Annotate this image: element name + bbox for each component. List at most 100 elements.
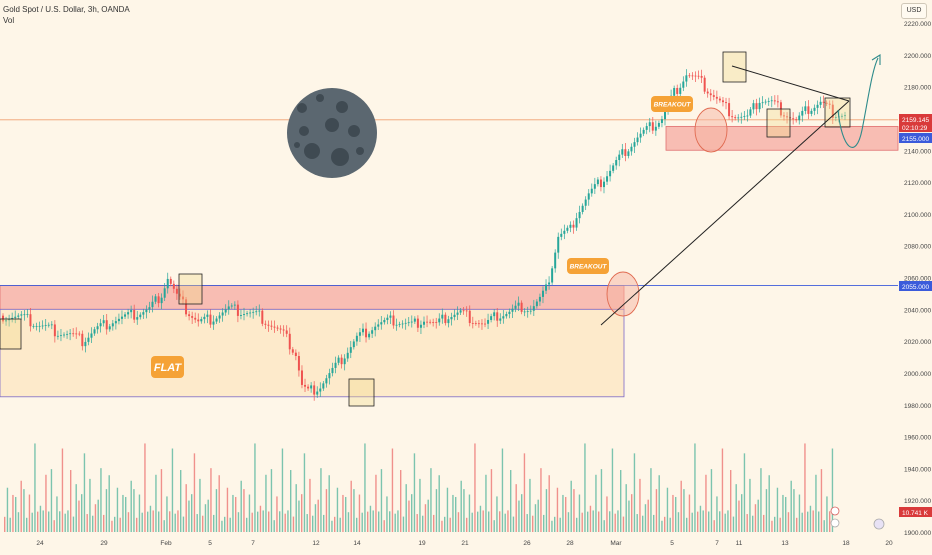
x-tick-label: 12 xyxy=(312,540,320,547)
volume-bar xyxy=(746,514,748,532)
volume-bar xyxy=(163,520,165,532)
candle-body xyxy=(465,310,468,312)
volume-bar xyxy=(240,480,242,532)
volume-bar xyxy=(56,496,58,532)
candle-body xyxy=(813,107,816,111)
candle-body xyxy=(105,320,108,330)
candle-body xyxy=(166,278,169,289)
x-tick-label: 28 xyxy=(566,540,574,547)
volume-bar xyxy=(284,513,286,532)
candle-body xyxy=(371,330,374,334)
candle-body xyxy=(569,224,572,228)
x-tick-label: Feb xyxy=(160,540,172,547)
volume-bar xyxy=(787,512,790,532)
volume-bar xyxy=(444,516,446,532)
x-tick-label: 13 xyxy=(781,540,789,547)
volume-bar xyxy=(312,515,314,532)
volume-bar xyxy=(336,487,339,532)
y-tick-label: 1900.000 xyxy=(904,530,931,537)
volume-bar xyxy=(325,489,328,532)
symbol-title[interactable]: Gold Spot / U.S. Dollar, 3h, OANDA xyxy=(3,5,130,14)
candle-body xyxy=(810,110,813,114)
breakout-circle xyxy=(606,271,640,317)
candle-body xyxy=(331,367,334,374)
currency-button[interactable]: USD xyxy=(901,3,927,19)
candle-body xyxy=(5,320,8,322)
candle-body xyxy=(172,283,175,289)
candle-body xyxy=(712,95,715,97)
moon-crater xyxy=(331,148,349,166)
candle-body xyxy=(93,329,96,334)
volume-bar xyxy=(397,510,399,532)
volume-bar xyxy=(298,500,300,532)
volume-bar xyxy=(749,478,751,532)
volume-bar xyxy=(430,468,432,532)
volume-bar xyxy=(169,511,171,532)
volume-bar xyxy=(174,513,176,532)
y-tick-label: 1920.000 xyxy=(904,498,931,505)
volume-bar xyxy=(248,494,251,532)
volume-bar xyxy=(136,517,138,532)
volume-indicator-label[interactable]: Vol xyxy=(3,16,15,25)
volume-bar xyxy=(446,487,449,532)
volume-bar xyxy=(111,520,113,532)
volume-bar xyxy=(584,443,586,532)
volume-bar xyxy=(306,514,308,532)
candle-body xyxy=(834,117,837,118)
candle-body xyxy=(844,115,846,117)
candle-body xyxy=(383,319,386,323)
flat-label xyxy=(151,356,184,378)
candle-body xyxy=(593,184,596,189)
moon-crater xyxy=(356,147,364,155)
volume-bar xyxy=(105,489,108,532)
volume-bar xyxy=(688,494,691,532)
time-axis[interactable]: 24 29 Feb 5 7 12 14 19 21 26 28 Mar 5 7 11 13 18 20 xyxy=(36,540,893,547)
candle-body xyxy=(566,227,569,231)
volume-bar xyxy=(367,511,369,532)
candle-body xyxy=(66,333,69,335)
volume-bar xyxy=(496,496,498,532)
volume-bar xyxy=(474,443,476,532)
volume-bar xyxy=(488,511,490,532)
volume-bar xyxy=(100,468,102,532)
volume-bar xyxy=(735,484,737,532)
volume-bar xyxy=(213,514,215,532)
volume-bar xyxy=(647,499,649,532)
y-tick-label: 2080.000 xyxy=(904,244,931,251)
price-axis[interactable]: 2220.0002200.0002180.0002160.0002140.000… xyxy=(900,0,932,550)
volume-bar xyxy=(389,511,391,532)
candle-body xyxy=(340,357,343,365)
candle-body xyxy=(538,296,541,302)
candle-body xyxy=(395,324,398,326)
highlight-box xyxy=(0,318,22,350)
candle-body xyxy=(181,296,184,300)
volume-tag xyxy=(899,507,932,517)
volume-bar xyxy=(578,494,581,532)
volume-bar xyxy=(114,516,116,532)
volume-bar xyxy=(15,496,17,532)
candle-body xyxy=(56,335,59,337)
volume-bar xyxy=(130,480,132,532)
candle-body xyxy=(502,316,505,319)
candle-body xyxy=(493,312,496,317)
volume-bar xyxy=(39,505,42,532)
candle-body xyxy=(468,310,471,323)
candle-body xyxy=(35,326,38,327)
volume-bar xyxy=(259,505,262,532)
y-tick-label: 2020.000 xyxy=(904,339,931,346)
volume-bar xyxy=(771,520,773,532)
candle-body xyxy=(532,306,535,311)
volume-bar xyxy=(639,478,641,532)
candle-body xyxy=(380,322,383,325)
price-axis-bg xyxy=(900,0,932,550)
candle-body xyxy=(136,317,139,320)
candle-body xyxy=(310,385,313,389)
volume-bar xyxy=(48,511,50,532)
candle-body xyxy=(53,324,56,337)
candle-body xyxy=(32,326,35,327)
highlight-box xyxy=(824,97,851,128)
volume-bar xyxy=(562,494,564,532)
moon-crater xyxy=(336,101,348,113)
